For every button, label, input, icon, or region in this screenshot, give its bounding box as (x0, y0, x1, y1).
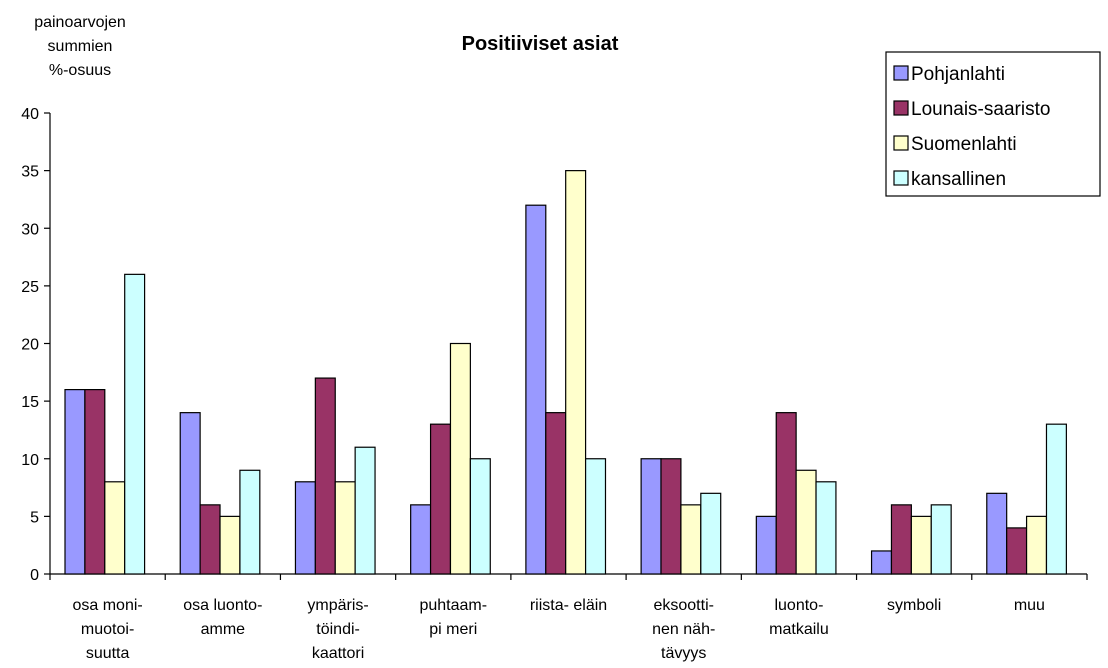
x-tick-label-line: osa moni- (72, 597, 142, 614)
bar (239, 469, 261, 575)
bar (449, 342, 471, 575)
bar (755, 515, 777, 575)
bar (890, 504, 912, 575)
x-tick-label-line: symboli (887, 597, 941, 614)
y-tick-label: 10 (21, 452, 39, 469)
bar (354, 446, 376, 575)
bar (660, 458, 682, 575)
bar (294, 481, 316, 575)
x-tick-label-line: nen näh- (652, 621, 715, 638)
x-tick-label-line: matkailu (769, 621, 829, 638)
y-tick-label: 15 (21, 394, 39, 411)
x-tick-label-line: muu (1014, 597, 1045, 614)
bar (795, 469, 817, 575)
bars (64, 170, 1067, 575)
y-tick-label: 20 (21, 337, 39, 354)
bar (815, 481, 837, 575)
y-tick-label: 25 (21, 279, 39, 296)
bar (680, 504, 702, 575)
x-tick-label-line: pi meri (429, 621, 477, 638)
legend-label: kansallinen (911, 169, 1006, 190)
x-tick-label: symboli (887, 597, 941, 614)
bar (700, 492, 722, 575)
x-tick-label-line: muotoi- (81, 621, 134, 638)
x-axis-labels: osa moni-muotoi-suutta osa luonto-amme ymp… (72, 597, 1044, 662)
y-tick-label: 35 (21, 164, 39, 181)
x-tick-label-line: osa luonto- (183, 597, 262, 614)
bar (775, 412, 797, 575)
x-tick-label: muu (1014, 597, 1045, 614)
bar (525, 204, 547, 575)
x-tick-label-line: luonto- (774, 597, 823, 614)
legend-swatch (893, 100, 909, 116)
bar (1025, 515, 1048, 575)
x-tick-label: luonto-matkailu (769, 597, 829, 638)
x-tick-label-line: puhtaam- (419, 597, 487, 614)
y-axis-label-line: %-osuus (49, 62, 111, 79)
x-tick-label-line: tävyys (661, 645, 706, 662)
x-tick-label: riista- eläin (530, 597, 607, 614)
bar (1045, 423, 1067, 575)
legend-label: Suomenlahti (911, 134, 1017, 155)
bar (930, 504, 952, 575)
bar (565, 170, 587, 575)
chart-title: Positiiviset asiat (462, 33, 619, 55)
bar (986, 492, 1008, 575)
y-tick-label: 40 (21, 106, 39, 123)
y-axis-label-text: painoarvojen summien %-osuus (34, 14, 126, 79)
bar (469, 458, 491, 575)
y-axis-label: painoarvojen summien %-osuus (34, 14, 126, 79)
y-axis-label-line: summien (48, 38, 113, 55)
legend-swatch (893, 65, 909, 81)
x-tick-label: ympäris-töindi-kaattori (307, 597, 368, 662)
x-tick-label-line: riista- eläin (530, 597, 607, 614)
x-tick-label: osa luonto-amme (183, 597, 262, 638)
x-tick-label: eksootti-nen näh-tävyys (652, 597, 715, 662)
bar (199, 504, 221, 575)
bar (545, 412, 567, 575)
bar (1006, 527, 1028, 575)
bar (584, 458, 607, 575)
bar (179, 412, 201, 575)
bar (429, 423, 452, 575)
y-tick-label: 5 (30, 509, 39, 526)
x-tick-label-line: kaattori (312, 645, 364, 662)
y-tick-label: 30 (21, 221, 39, 238)
bar (84, 389, 106, 575)
bar (124, 273, 146, 575)
bar (314, 377, 336, 575)
bar (334, 481, 356, 575)
legend-swatch (893, 135, 909, 151)
legend-label: Pohjanlahti (911, 64, 1005, 85)
bar (410, 504, 432, 575)
legend: Pohjanlahti Lounais-saaristo Suomenlahti ka… (885, 51, 1101, 197)
x-tick-label-line: amme (201, 621, 246, 638)
legend-swatch (893, 170, 909, 186)
bar (640, 458, 662, 575)
x-tick-label-line: töindi- (316, 621, 360, 638)
bar (64, 389, 86, 575)
bar (910, 515, 932, 575)
x-tick-label: puhtaam-pi meri (419, 597, 487, 638)
legend-label: Lounais-saaristo (911, 99, 1050, 120)
bar (219, 515, 241, 575)
x-tick-label: osa moni-muotoi-suutta (72, 597, 142, 662)
legend-box (885, 51, 1101, 197)
bar (870, 550, 893, 575)
bar (104, 481, 126, 575)
y-axis-label-line: painoarvojen (34, 14, 126, 31)
x-tick-label-line: eksootti- (653, 597, 713, 614)
y-tick-label: 0 (30, 567, 39, 584)
x-tick-label-line: suutta (86, 645, 130, 662)
x-tick-label-line: ympäris- (307, 597, 368, 614)
